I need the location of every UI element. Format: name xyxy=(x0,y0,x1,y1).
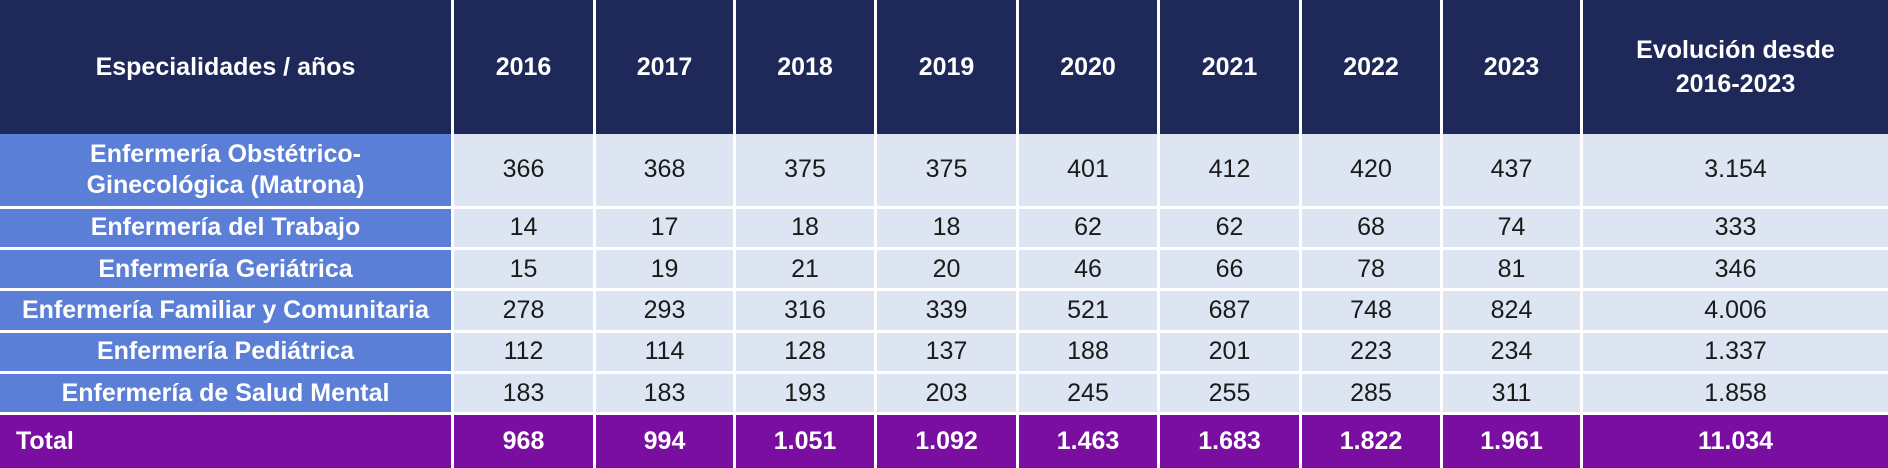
table-row: Enfermería Geriátrica 15 19 21 20 46 66 … xyxy=(0,250,1888,292)
header-year: 2023 xyxy=(1443,0,1583,134)
table-cell: 62 xyxy=(1160,208,1302,251)
evolution-cell: 1.337 xyxy=(1583,332,1888,375)
table-cell: 203 xyxy=(877,374,1019,416)
table-header-row: Especialidades / años 2016 2017 2018 201… xyxy=(0,0,1888,134)
table-cell: 278 xyxy=(454,291,596,333)
total-evolution-cell: 11.034 xyxy=(1583,415,1888,468)
total-cell: 968 xyxy=(454,415,596,468)
row-label: Enfermería Pediátrica xyxy=(0,332,454,375)
table-cell: 420 xyxy=(1302,134,1443,209)
table-row: Enfermería del Trabajo 14 17 18 18 62 62… xyxy=(0,208,1888,251)
table-cell: 437 xyxy=(1443,134,1583,209)
total-cell: 1.463 xyxy=(1019,415,1160,468)
header-evolution-line2: 2016-2023 xyxy=(1675,70,1796,98)
header-evolution-line1: Evolución desde xyxy=(1636,36,1835,64)
row-label: Enfermería Obstétrico- Ginecológica (Mat… xyxy=(0,134,454,209)
table-cell: 366 xyxy=(454,134,596,209)
total-cell: 1.051 xyxy=(736,415,877,468)
table-cell: 234 xyxy=(1443,332,1583,375)
total-cell: 1.092 xyxy=(877,415,1019,468)
table-cell: 375 xyxy=(736,134,877,209)
evolution-cell: 1.858 xyxy=(1583,374,1888,416)
table-cell: 293 xyxy=(596,291,736,333)
table-row: Enfermería Familiar y Comunitaria 278 29… xyxy=(0,291,1888,333)
table-cell: 188 xyxy=(1019,332,1160,375)
header-year: 2019 xyxy=(877,0,1019,134)
table-row: Enfermería Pediátrica 112 114 128 137 18… xyxy=(0,332,1888,375)
header-specialties: Especialidades / años xyxy=(0,0,454,134)
table-cell: 521 xyxy=(1019,291,1160,333)
table-cell: 137 xyxy=(877,332,1019,375)
total-cell: 994 xyxy=(596,415,736,468)
table-cell: 201 xyxy=(1160,332,1302,375)
table-cell: 68 xyxy=(1302,208,1443,251)
table-cell: 339 xyxy=(877,291,1019,333)
total-cell: 1.961 xyxy=(1443,415,1583,468)
row-label: Enfermería Familiar y Comunitaria xyxy=(0,291,454,333)
evolution-cell: 333 xyxy=(1583,208,1888,251)
evolution-cell: 3.154 xyxy=(1583,134,1888,209)
table-cell: 223 xyxy=(1302,332,1443,375)
table-cell: 311 xyxy=(1443,374,1583,416)
table-cell: 193 xyxy=(736,374,877,416)
table-cell: 128 xyxy=(736,332,877,375)
header-year: 2017 xyxy=(596,0,736,134)
table-row: Enfermería Obstétrico- Ginecológica (Mat… xyxy=(0,134,1888,209)
table-row: Enfermería de Salud Mental 183 183 193 2… xyxy=(0,374,1888,416)
row-label: Enfermería Geriátrica xyxy=(0,250,454,292)
header-year: 2021 xyxy=(1160,0,1302,134)
total-cell: 1.683 xyxy=(1160,415,1302,468)
table-cell: 66 xyxy=(1160,250,1302,292)
table-cell: 19 xyxy=(596,250,736,292)
row-label: Enfermería de Salud Mental xyxy=(0,374,454,416)
table-cell: 183 xyxy=(454,374,596,416)
table-cell: 18 xyxy=(736,208,877,251)
header-year: 2022 xyxy=(1302,0,1443,134)
table-cell: 824 xyxy=(1443,291,1583,333)
table-cell: 20 xyxy=(877,250,1019,292)
table-cell: 114 xyxy=(596,332,736,375)
header-year: 2016 xyxy=(454,0,596,134)
row-label-line1: Enfermería Obstétrico- xyxy=(90,139,361,168)
total-cell: 1.822 xyxy=(1302,415,1443,468)
table-cell: 285 xyxy=(1302,374,1443,416)
evolution-cell: 4.006 xyxy=(1583,291,1888,333)
total-label: Total xyxy=(0,415,454,468)
row-label: Enfermería del Trabajo xyxy=(0,208,454,251)
table-cell: 316 xyxy=(736,291,877,333)
table-cell: 255 xyxy=(1160,374,1302,416)
table-cell: 81 xyxy=(1443,250,1583,292)
header-year: 2018 xyxy=(736,0,877,134)
total-row: Total 968 994 1.051 1.092 1.463 1.683 1.… xyxy=(0,415,1888,468)
table-cell: 412 xyxy=(1160,134,1302,209)
row-label-line2: Ginecológica (Matrona) xyxy=(86,170,365,199)
table-cell: 17 xyxy=(596,208,736,251)
table-cell: 748 xyxy=(1302,291,1443,333)
table-cell: 245 xyxy=(1019,374,1160,416)
table-cell: 21 xyxy=(736,250,877,292)
table-cell: 62 xyxy=(1019,208,1160,251)
table-cell: 14 xyxy=(454,208,596,251)
table-cell: 687 xyxy=(1160,291,1302,333)
table-cell: 74 xyxy=(1443,208,1583,251)
table-cell: 15 xyxy=(454,250,596,292)
table-cell: 18 xyxy=(877,208,1019,251)
header-evolution: Evolución desde 2016-2023 xyxy=(1583,0,1888,134)
table-cell: 368 xyxy=(596,134,736,209)
table-cell: 183 xyxy=(596,374,736,416)
table-cell: 112 xyxy=(454,332,596,375)
table-cell: 78 xyxy=(1302,250,1443,292)
table-cell: 375 xyxy=(877,134,1019,209)
table-cell: 401 xyxy=(1019,134,1160,209)
table-cell: 46 xyxy=(1019,250,1160,292)
evolution-cell: 346 xyxy=(1583,250,1888,292)
header-year: 2020 xyxy=(1019,0,1160,134)
